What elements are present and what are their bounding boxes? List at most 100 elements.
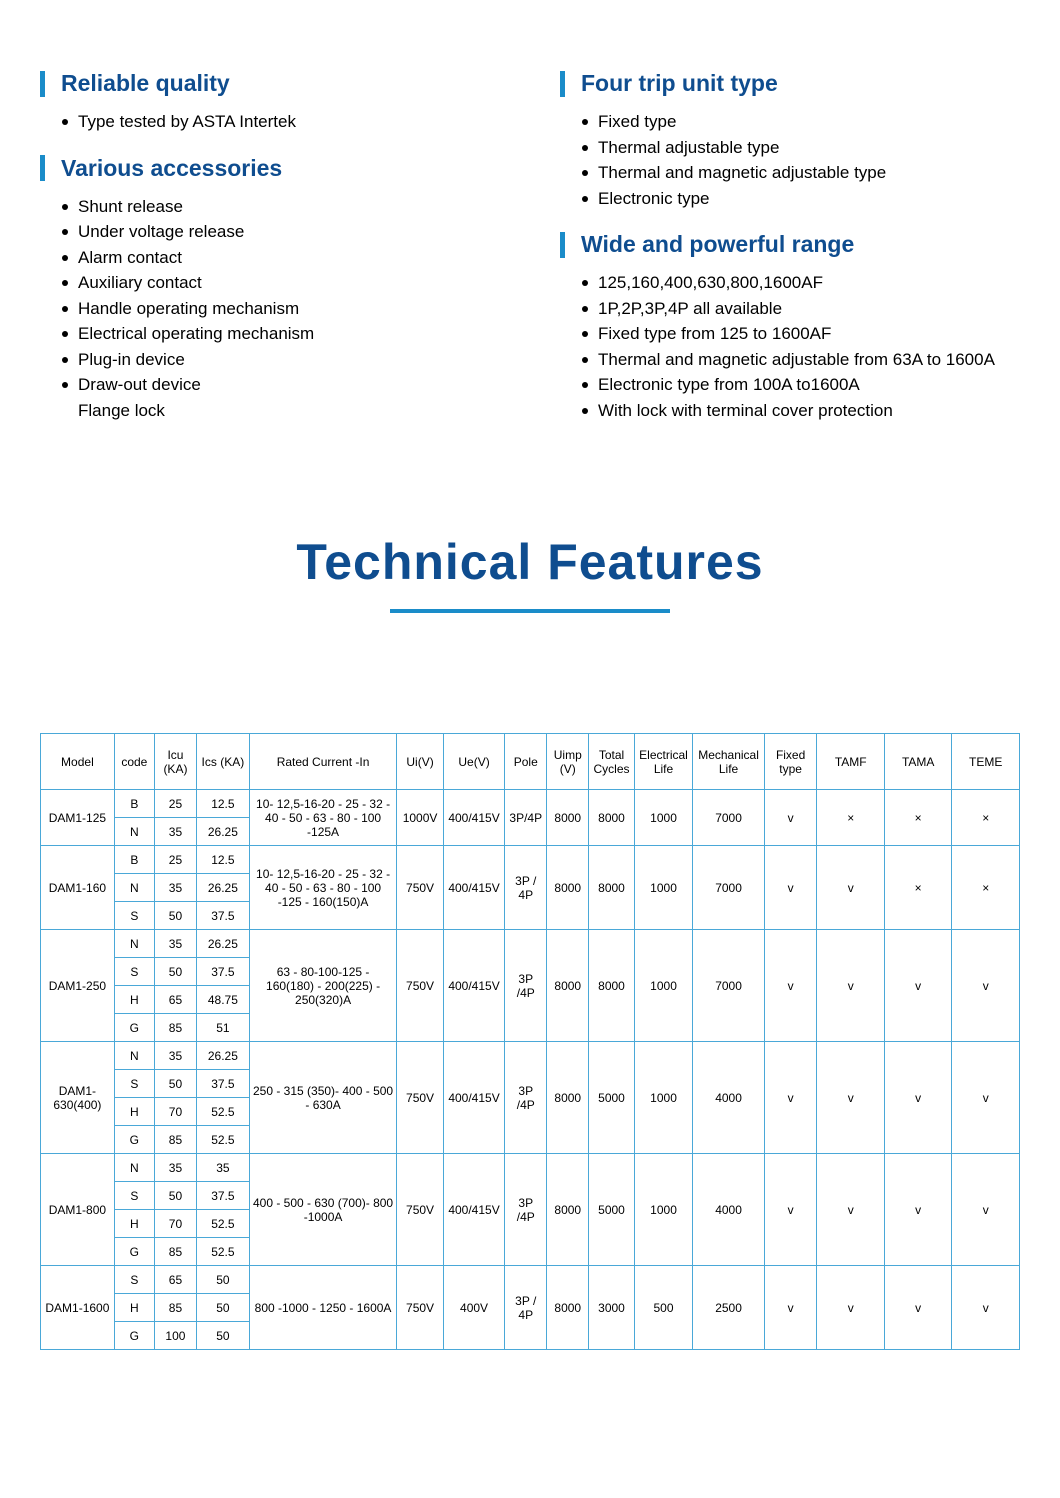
cell-ui: 750V — [397, 930, 443, 1042]
cell-rated: 250 - 315 (350)- 400 - 500 - 630A — [249, 1042, 397, 1154]
cell-code: G — [114, 1238, 154, 1266]
cell-elec: 500 — [634, 1266, 693, 1350]
cell-fixed: v — [764, 930, 817, 1042]
cell-icu: 85 — [154, 1238, 196, 1266]
cell-teme: v — [952, 930, 1020, 1042]
cell-ics: 37.5 — [197, 958, 250, 986]
heading-text: Wide and powerful range — [581, 231, 854, 258]
cell-ue: 400/415V — [443, 1042, 505, 1154]
cell-teme: v — [952, 1042, 1020, 1154]
cell-ics: 26.25 — [197, 930, 250, 958]
cell-rated: 400 - 500 - 630 (700)- 800 -1000A — [249, 1154, 397, 1266]
cell-code: B — [114, 790, 154, 818]
cell-elec: 1000 — [634, 1042, 693, 1154]
cell-ui: 1000V — [397, 790, 443, 846]
cell-icu: 35 — [154, 1042, 196, 1070]
cell-code: S — [114, 1070, 154, 1098]
cell-total: 3000 — [589, 1266, 634, 1350]
feature-heading: Wide and powerful range — [560, 231, 1020, 258]
cell-mech: 7000 — [693, 930, 764, 1042]
feature-list: Fixed typeThermal adjustable typeThermal… — [560, 109, 1020, 211]
cell-uimp: 8000 — [547, 846, 589, 930]
feature-item: 125,160,400,630,800,1600AF — [582, 270, 1020, 296]
cell-ics: 37.5 — [197, 1182, 250, 1210]
feature-item: Fixed type from 125 to 1600AF — [582, 321, 1020, 347]
table-row: DAM1-125B2512.510- 12,5-16-20 - 25 - 32 … — [41, 790, 1020, 818]
cell-code: N — [114, 874, 154, 902]
cell-rated: 800 -1000 - 1250 - 1600A — [249, 1266, 397, 1350]
main-title: Technical Features — [40, 533, 1020, 591]
cell-teme: v — [952, 1154, 1020, 1266]
feature-item: Thermal and magnetic adjustable from 63A… — [582, 347, 1020, 373]
feature-item: Handle operating mechanism — [62, 296, 500, 322]
cell-fixed: v — [764, 1042, 817, 1154]
cell-tama: v — [884, 1266, 951, 1350]
cell-ics: 51 — [197, 1014, 250, 1042]
feature-item: Auxiliary contact — [62, 270, 500, 296]
feature-item: Electronic type from 100A to1600A — [582, 372, 1020, 398]
cell-tamf: v — [817, 1154, 884, 1266]
cell-icu: 85 — [154, 1294, 196, 1322]
cell-code: H — [114, 1294, 154, 1322]
cell-ics: 35 — [197, 1154, 250, 1182]
cell-icu: 25 — [154, 790, 196, 818]
cell-tama: × — [884, 790, 951, 846]
cell-code: H — [114, 986, 154, 1014]
cell-elec: 1000 — [634, 1154, 693, 1266]
cell-elec: 1000 — [634, 846, 693, 930]
cell-ue: 400V — [443, 1266, 505, 1350]
cell-mech: 4000 — [693, 1154, 764, 1266]
table-header-cell: Mechanical Life — [693, 734, 764, 790]
cell-ui: 750V — [397, 1154, 443, 1266]
cell-uimp: 8000 — [547, 930, 589, 1042]
table-header-cell: TAMA — [884, 734, 951, 790]
feature-item: Electrical operating mechanism — [62, 321, 500, 347]
table-header-cell: Fixed type — [764, 734, 817, 790]
cell-model: DAM1-800 — [41, 1154, 115, 1266]
cell-code: N — [114, 1154, 154, 1182]
feature-item: 1P,2P,3P,4P all available — [582, 296, 1020, 322]
cell-code: S — [114, 1182, 154, 1210]
table-row: DAM1-250N3526.2563 - 80-100-125 - 160(18… — [41, 930, 1020, 958]
cell-model: DAM1-125 — [41, 790, 115, 846]
cell-mech: 7000 — [693, 790, 764, 846]
feature-item: Type tested by ASTA Intertek — [62, 109, 500, 135]
spec-table: ModelcodeIcu (KA)Ics (KA)Rated Current -… — [40, 733, 1020, 1350]
heading-bar-icon — [40, 155, 45, 181]
cell-ics: 37.5 — [197, 902, 250, 930]
feature-heading: Four trip unit type — [560, 70, 1020, 97]
table-header-cell: TAMF — [817, 734, 884, 790]
cell-tama: × — [884, 846, 951, 930]
table-row: DAM1-630(400)N3526.25250 - 315 (350)- 40… — [41, 1042, 1020, 1070]
table-header-cell: Pole — [505, 734, 547, 790]
cell-elec: 1000 — [634, 790, 693, 846]
feature-list: Shunt releaseUnder voltage releaseAlarm … — [40, 194, 500, 424]
cell-ue: 400/415V — [443, 846, 505, 930]
cell-model: DAM1-630(400) — [41, 1042, 115, 1154]
cell-ue: 400/415V — [443, 930, 505, 1042]
feature-item: Thermal adjustable type — [582, 135, 1020, 161]
cell-ics: 50 — [197, 1266, 250, 1294]
cell-icu: 70 — [154, 1210, 196, 1238]
table-header-cell: Ics (KA) — [197, 734, 250, 790]
cell-fixed: v — [764, 846, 817, 930]
cell-ics: 26.25 — [197, 874, 250, 902]
cell-pole: 3P /4P — [505, 1154, 547, 1266]
cell-ui: 750V — [397, 846, 443, 930]
cell-elec: 1000 — [634, 930, 693, 1042]
cell-pole: 3P /4P — [505, 1042, 547, 1154]
feature-block: Wide and powerful range 125,160,400,630,8… — [560, 231, 1020, 423]
cell-total: 5000 — [589, 1154, 634, 1266]
cell-teme: v — [952, 1266, 1020, 1350]
cell-model: DAM1-160 — [41, 846, 115, 930]
cell-code: S — [114, 958, 154, 986]
features-grid: Reliable qualityType tested by ASTA Inte… — [40, 70, 1020, 443]
table-row: DAM1-1600S6550800 -1000 - 1250 - 1600A75… — [41, 1266, 1020, 1294]
cell-ue: 400/415V — [443, 790, 505, 846]
feature-block: Various accessoriesShunt releaseUnder vo… — [40, 155, 500, 424]
cell-icu: 35 — [154, 818, 196, 846]
cell-fixed: v — [764, 1266, 817, 1350]
cell-uimp: 8000 — [547, 1266, 589, 1350]
cell-ics: 26.25 — [197, 818, 250, 846]
cell-mech: 4000 — [693, 1042, 764, 1154]
